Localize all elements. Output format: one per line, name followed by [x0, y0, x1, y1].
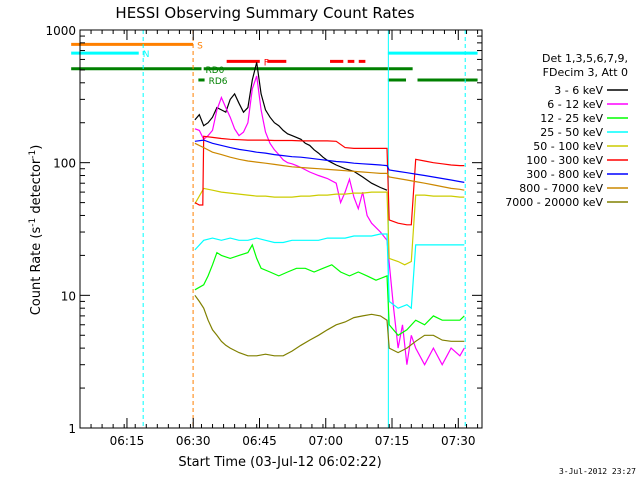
series-line-6-12-kev — [194, 75, 465, 366]
series-line-25-50-kev — [194, 233, 465, 310]
axes: 1 10 100 1000 06:15 06:30 06:45 07:00 07:15 07:30 — [45, 24, 483, 448]
x-tick-label: 07:15 — [375, 434, 410, 448]
y-tick-label: 1000 — [45, 24, 76, 38]
flag-label-n: N — [143, 50, 150, 60]
series-line-12-25-kev — [194, 243, 465, 337]
series-line-300-800-kev — [194, 139, 465, 183]
x-tick-label: 06:45 — [242, 434, 277, 448]
event-markers — [142, 30, 466, 428]
flag-label-rd0: RD0 — [205, 66, 224, 76]
y-tick-label: 100 — [53, 157, 76, 171]
legend-entry-label: 3 - 6 keV — [554, 84, 603, 97]
y-tick-label: 10 — [61, 289, 76, 303]
generation-timestamp: 3-Jul-2012 23:27 — [559, 467, 636, 476]
y-tick-label: 1 — [68, 422, 76, 436]
legend-entry-label: 800 - 7000 keV — [519, 182, 603, 195]
x-axis-label: Start Time (03-Jul-12 06:02:22) — [178, 455, 381, 470]
legend-header: Det 1,3,5,6,7,9, — [542, 52, 628, 65]
legend: Det 1,3,5,6,7,9,FDecim 3, Att 0 3 - 6 keV… — [505, 52, 628, 209]
legend-entry-label: 25 - 50 keV — [540, 126, 603, 139]
series-line-100-300-kev — [194, 135, 465, 226]
series-line-3-6-kev — [194, 62, 388, 191]
series-line-50-100-kev — [194, 187, 465, 266]
x-tick-label: 07:30 — [441, 434, 476, 448]
legend-entry-label: 7000 - 20000 keV — [505, 196, 603, 209]
legend-entry-label: 300 - 800 keV — [526, 168, 603, 181]
flag-label-f: F — [264, 58, 269, 68]
legend-entry-label: 50 - 100 keV — [533, 140, 603, 153]
x-tick-label: 07:00 — [308, 434, 343, 448]
legend-entry-label: 12 - 25 keV — [540, 112, 603, 125]
chart-title: HESSI Observing Summary Count Rates — [115, 4, 414, 22]
series-line-7000-20000-kev — [194, 294, 465, 357]
flag-label-rd6: RD6 — [209, 77, 228, 87]
y-axis-label: Count Rate (s-1 detector-1) — [28, 145, 44, 316]
legend-entry-label: 100 - 300 keV — [526, 154, 603, 167]
x-tick-label: 06:30 — [176, 434, 211, 448]
flag-label-s: S — [197, 41, 203, 51]
x-tick-label: 06:15 — [110, 434, 145, 448]
plot-frame — [79, 29, 483, 429]
series-lines — [194, 62, 465, 366]
series-line-800-7000-kev — [194, 142, 465, 191]
legend-header: FDecim 3, Att 0 — [543, 66, 628, 79]
legend-entry-label: 6 - 12 keV — [547, 98, 603, 111]
